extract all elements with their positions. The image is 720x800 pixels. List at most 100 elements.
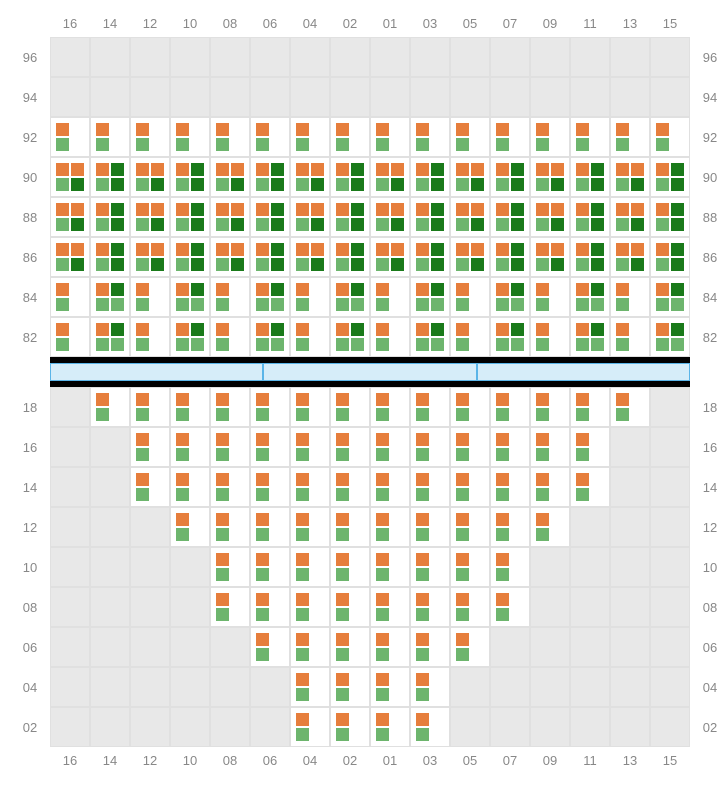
- seat-cell[interactable]: [410, 667, 450, 707]
- seat-cell[interactable]: [370, 197, 410, 237]
- seat-cell[interactable]: [170, 237, 210, 277]
- seat-cell[interactable]: [450, 157, 490, 197]
- seat-cell[interactable]: [410, 157, 450, 197]
- seat-cell[interactable]: [490, 547, 530, 587]
- seat-cell[interactable]: [450, 587, 490, 627]
- seat-cell[interactable]: [330, 507, 370, 547]
- seat-cell[interactable]: [50, 197, 90, 237]
- seat-cell[interactable]: [450, 507, 490, 547]
- seat-cell[interactable]: [410, 387, 450, 427]
- seat-cell[interactable]: [90, 317, 130, 357]
- seat-cell[interactable]: [290, 237, 330, 277]
- seat-cell[interactable]: [290, 507, 330, 547]
- seat-cell[interactable]: [370, 237, 410, 277]
- seat-cell[interactable]: [530, 197, 570, 237]
- seat-cell[interactable]: [410, 317, 450, 357]
- seat-cell[interactable]: [290, 547, 330, 587]
- seat-cell[interactable]: [450, 237, 490, 277]
- seat-cell[interactable]: [290, 277, 330, 317]
- seat-cell[interactable]: [410, 427, 450, 467]
- seat-cell[interactable]: [570, 387, 610, 427]
- seat-cell[interactable]: [50, 117, 90, 157]
- seat-cell[interactable]: [370, 547, 410, 587]
- seat-cell[interactable]: [250, 587, 290, 627]
- seat-cell[interactable]: [210, 197, 250, 237]
- seat-cell[interactable]: [90, 237, 130, 277]
- seat-cell[interactable]: [170, 387, 210, 427]
- seat-cell[interactable]: [610, 277, 650, 317]
- seat-cell[interactable]: [290, 627, 330, 667]
- seat-cell[interactable]: [250, 467, 290, 507]
- seat-cell[interactable]: [450, 627, 490, 667]
- seat-cell[interactable]: [210, 547, 250, 587]
- seat-cell[interactable]: [130, 237, 170, 277]
- seat-cell[interactable]: [170, 117, 210, 157]
- seat-cell[interactable]: [330, 427, 370, 467]
- seat-cell[interactable]: [330, 587, 370, 627]
- seat-cell[interactable]: [50, 237, 90, 277]
- seat-cell[interactable]: [170, 277, 210, 317]
- seat-cell[interactable]: [250, 627, 290, 667]
- seat-cell[interactable]: [450, 277, 490, 317]
- seat-cell[interactable]: [330, 277, 370, 317]
- seat-cell[interactable]: [290, 667, 330, 707]
- seat-cell[interactable]: [330, 627, 370, 667]
- seat-cell[interactable]: [410, 117, 450, 157]
- seat-cell[interactable]: [570, 277, 610, 317]
- seat-cell[interactable]: [410, 467, 450, 507]
- seat-cell[interactable]: [130, 387, 170, 427]
- seat-cell[interactable]: [530, 427, 570, 467]
- seat-cell[interactable]: [490, 317, 530, 357]
- seat-cell[interactable]: [370, 157, 410, 197]
- seat-cell[interactable]: [210, 277, 250, 317]
- seat-cell[interactable]: [250, 427, 290, 467]
- seat-cell[interactable]: [450, 547, 490, 587]
- seat-cell[interactable]: [250, 507, 290, 547]
- seat-cell[interactable]: [410, 547, 450, 587]
- seat-cell[interactable]: [210, 157, 250, 197]
- seat-cell[interactable]: [370, 387, 410, 427]
- seat-cell[interactable]: [370, 667, 410, 707]
- seat-cell[interactable]: [650, 157, 690, 197]
- seat-cell[interactable]: [250, 317, 290, 357]
- seat-cell[interactable]: [570, 317, 610, 357]
- seat-cell[interactable]: [530, 467, 570, 507]
- seat-cell[interactable]: [530, 157, 570, 197]
- seat-cell[interactable]: [130, 277, 170, 317]
- seat-cell[interactable]: [290, 157, 330, 197]
- seat-cell[interactable]: [290, 427, 330, 467]
- seat-cell[interactable]: [450, 427, 490, 467]
- seat-cell[interactable]: [210, 387, 250, 427]
- seat-cell[interactable]: [410, 237, 450, 277]
- seat-cell[interactable]: [330, 387, 370, 427]
- seat-cell[interactable]: [330, 467, 370, 507]
- seat-cell[interactable]: [330, 197, 370, 237]
- seat-cell[interactable]: [210, 237, 250, 277]
- seat-cell[interactable]: [570, 237, 610, 277]
- seat-cell[interactable]: [650, 317, 690, 357]
- seat-cell[interactable]: [490, 197, 530, 237]
- seat-cell[interactable]: [50, 157, 90, 197]
- seat-cell[interactable]: [250, 157, 290, 197]
- seat-cell[interactable]: [210, 427, 250, 467]
- seat-cell[interactable]: [650, 237, 690, 277]
- seat-cell[interactable]: [490, 387, 530, 427]
- seat-cell[interactable]: [210, 467, 250, 507]
- seat-cell[interactable]: [610, 157, 650, 197]
- seat-cell[interactable]: [530, 317, 570, 357]
- seat-cell[interactable]: [530, 237, 570, 277]
- seat-cell[interactable]: [650, 117, 690, 157]
- seat-cell[interactable]: [570, 427, 610, 467]
- seat-cell[interactable]: [250, 387, 290, 427]
- seat-cell[interactable]: [490, 237, 530, 277]
- seat-cell[interactable]: [570, 157, 610, 197]
- seat-cell[interactable]: [170, 317, 210, 357]
- seat-cell[interactable]: [210, 507, 250, 547]
- seat-cell[interactable]: [450, 117, 490, 157]
- seat-cell[interactable]: [490, 427, 530, 467]
- seat-cell[interactable]: [370, 117, 410, 157]
- seat-cell[interactable]: [330, 707, 370, 747]
- seat-cell[interactable]: [90, 387, 130, 427]
- seat-cell[interactable]: [290, 317, 330, 357]
- seat-cell[interactable]: [210, 117, 250, 157]
